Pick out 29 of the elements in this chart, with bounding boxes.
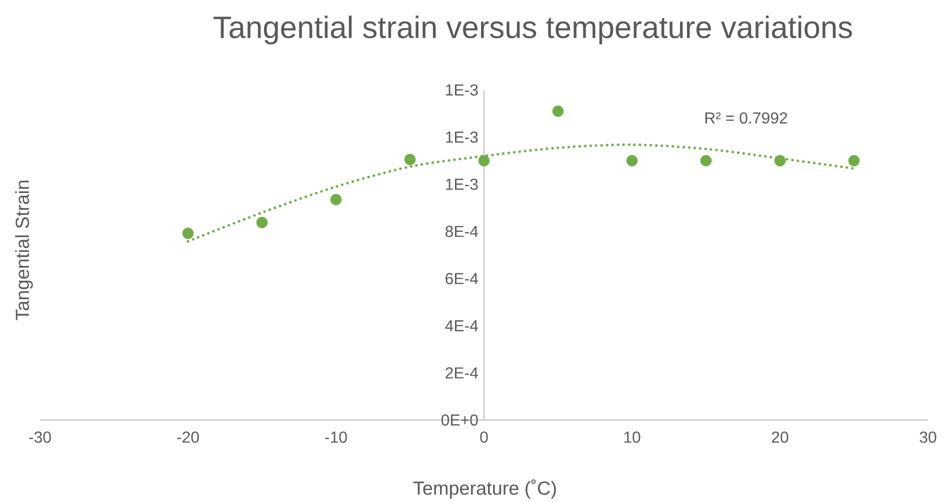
y-tick-label: 2E-4 xyxy=(446,367,478,378)
y-axis-title: Tangential Strain xyxy=(15,180,33,320)
y-tick-label: 6E-4 xyxy=(446,272,478,284)
chart-title: Tangential strain versus temperature variations xyxy=(214,16,852,44)
y-tick-label: 1E-3 xyxy=(446,84,478,96)
point xyxy=(700,155,712,166)
point xyxy=(552,106,564,117)
y-tick-label: 4E-4 xyxy=(445,320,478,332)
x-tick-label: 10 xyxy=(624,432,640,443)
y-tick-label: 0E+0 xyxy=(441,414,478,426)
point xyxy=(182,228,194,239)
y-tick-label: 1E-3 xyxy=(446,132,478,143)
x-tick-label: -10 xyxy=(325,432,347,443)
x-tick-label: 30 xyxy=(920,432,936,443)
x-tick-label: 20 xyxy=(772,432,788,443)
point xyxy=(330,194,342,206)
annotation: R² = 0.7992 xyxy=(705,112,788,124)
point xyxy=(478,155,490,166)
x-tick-label: -30 xyxy=(29,432,51,443)
point xyxy=(774,155,786,166)
x-tick-label: 0 xyxy=(480,432,488,443)
point xyxy=(626,155,638,166)
y-tick-label: 1E-3 xyxy=(446,178,478,190)
point xyxy=(256,216,268,228)
y-tick-label: 8E-4 xyxy=(446,226,478,238)
point xyxy=(404,154,416,166)
point xyxy=(848,155,860,166)
x-axis-title: Temperature (˚C) xyxy=(413,479,556,499)
x-tick-label: -20 xyxy=(177,432,199,443)
